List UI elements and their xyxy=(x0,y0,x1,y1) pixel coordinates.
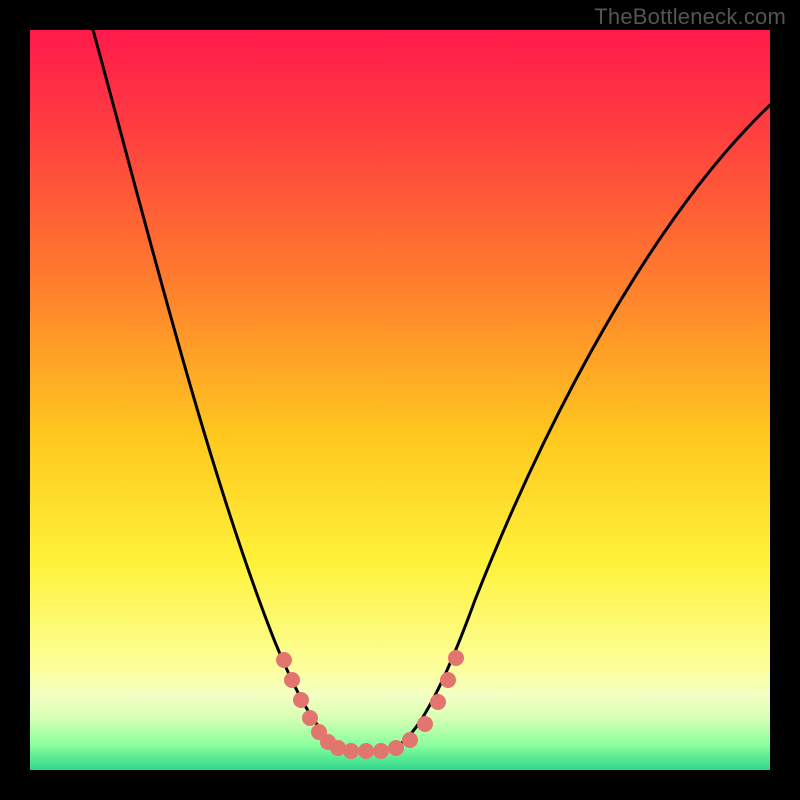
curves-layer xyxy=(30,30,770,770)
watermark-label: TheBottleneck.com xyxy=(594,4,786,30)
marker-point xyxy=(373,743,389,759)
marker-point xyxy=(448,650,464,666)
marker-point xyxy=(284,672,300,688)
marker-point xyxy=(276,652,292,668)
plot-area xyxy=(30,30,770,770)
marker-point xyxy=(430,694,446,710)
marker-point xyxy=(388,740,404,756)
marker-point xyxy=(302,710,318,726)
marker-point xyxy=(343,743,359,759)
marker-point xyxy=(358,743,374,759)
marker-point xyxy=(293,692,309,708)
marker-point xyxy=(417,716,433,732)
bottleneck-curve xyxy=(93,30,770,750)
marker-point xyxy=(402,732,418,748)
marker-point xyxy=(440,672,456,688)
marker-group xyxy=(276,650,464,759)
chart-canvas: TheBottleneck.com xyxy=(0,0,800,800)
